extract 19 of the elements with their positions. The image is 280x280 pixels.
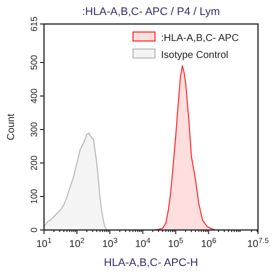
y-tick-label: 400 bbox=[29, 88, 39, 104]
x-tick-label: 10$^{5}$ bbox=[168, 236, 184, 250]
chart-title: :HLA-A,B,C- APC / P4 / Lym bbox=[82, 6, 220, 18]
x-tick-label: 10$^{1}$ bbox=[36, 236, 52, 250]
legend-label: Isotype Control bbox=[161, 50, 228, 61]
x-tick-label: 10$^{7.5}$ bbox=[247, 236, 269, 250]
y-tick-label: 500 bbox=[29, 55, 39, 70]
y-tick-label: 0 bbox=[29, 227, 39, 233]
y-axis-title: Count bbox=[6, 113, 17, 140]
y-tick-label: 615 bbox=[29, 16, 39, 32]
legend-label: :HLA-A,B,C- APC bbox=[161, 33, 239, 44]
x-tick-label: 10$^{4}$ bbox=[135, 236, 150, 250]
x-tick-label: 10$^{2}$ bbox=[69, 236, 85, 250]
x-tick-label: 10$^{3}$ bbox=[102, 236, 118, 250]
y-tick-label: 100 bbox=[29, 188, 39, 204]
y-tick-label: 200 bbox=[29, 155, 39, 171]
x-axis-title: HLA-A,B,C- APC-H bbox=[104, 257, 198, 269]
x-tick-label: 10$^{6}$ bbox=[200, 236, 216, 250]
y-tick-label: 300 bbox=[29, 122, 39, 138]
